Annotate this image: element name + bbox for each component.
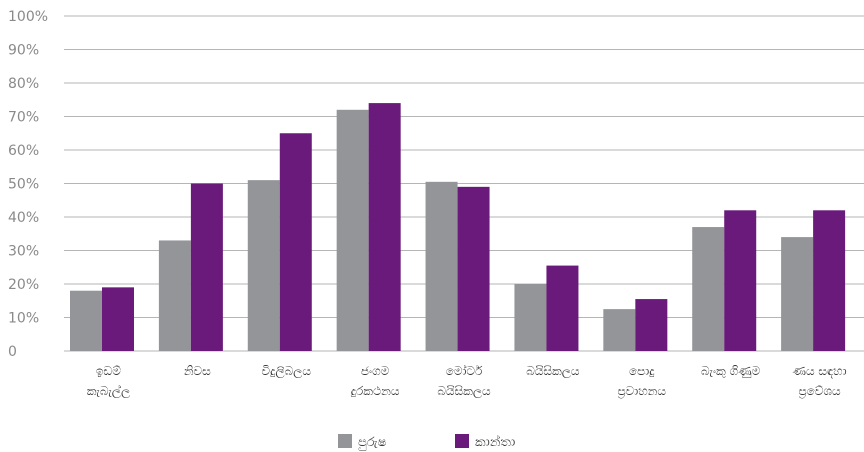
x-tick-label: විදුලිබලය	[261, 364, 311, 379]
bar	[279, 133, 312, 351]
bar	[158, 240, 191, 351]
legend-swatch	[338, 434, 352, 448]
x-tick-label: නිවස	[184, 364, 211, 378]
bar	[514, 284, 547, 351]
x-tick-label: ජංගම	[361, 364, 390, 378]
bars	[70, 103, 846, 351]
y-tick-label: 0	[8, 344, 17, 360]
y-tick-label: 60%	[8, 143, 39, 159]
legend-label: කාන්තා	[475, 434, 515, 450]
legend: පුරුෂ කාන්තා	[338, 434, 515, 450]
bar	[190, 183, 223, 351]
y-tick-label: 40%	[8, 210, 39, 226]
bar	[635, 299, 668, 351]
bar	[102, 287, 134, 351]
y-tick-label: 50%	[8, 177, 39, 193]
y-tick-label: 70%	[8, 110, 39, 126]
bar	[813, 210, 846, 351]
x-tick-label: මෝටර්	[446, 364, 483, 378]
legend-label: පුරුෂ	[358, 435, 387, 450]
bar	[692, 227, 725, 351]
bar	[781, 237, 814, 351]
bar	[546, 265, 579, 351]
bar	[336, 109, 369, 351]
legend-swatch	[455, 434, 469, 448]
bar	[368, 103, 401, 351]
x-tick-label: බයිසිකලය	[526, 364, 580, 379]
x-tick-label: ණය සඳහා	[793, 364, 847, 378]
y-tick-label: 100%	[8, 9, 48, 25]
bar	[425, 181, 458, 351]
y-tick-label: 20%	[8, 277, 39, 293]
y-tick-label: 80%	[8, 76, 39, 92]
x-tick-label: ප්‍රවාහනය	[618, 384, 667, 399]
y-tick-label: 90%	[8, 43, 39, 59]
bar	[70, 290, 102, 351]
bar	[724, 210, 757, 351]
y-axis-ticks: 0 10% 20% 30% 40% 50% 60% 70% 80% 90% 100%	[8, 9, 48, 360]
x-tick-label: ඉඩම්	[96, 364, 121, 378]
x-tick-label: කැබැල්ල	[87, 384, 130, 399]
x-tick-label: බැංකු ගිණුම	[701, 364, 761, 378]
bar	[457, 186, 490, 351]
x-tick-label: දුරකථනය	[350, 384, 400, 398]
x-axis-labels: ඉඩම් කැබැල්ල නිවස විදුලිබලය ජංගම දුරකථනය මෝටර්…	[87, 364, 847, 399]
bar	[247, 180, 280, 351]
x-tick-label: ප්‍රවේශය	[798, 384, 841, 399]
bar	[603, 309, 636, 351]
x-tick-label: බයිසිකලය	[437, 384, 491, 399]
x-tick-label: පොදු	[629, 364, 655, 378]
y-tick-label: 30%	[8, 244, 39, 260]
y-tick-label: 10%	[8, 311, 39, 327]
